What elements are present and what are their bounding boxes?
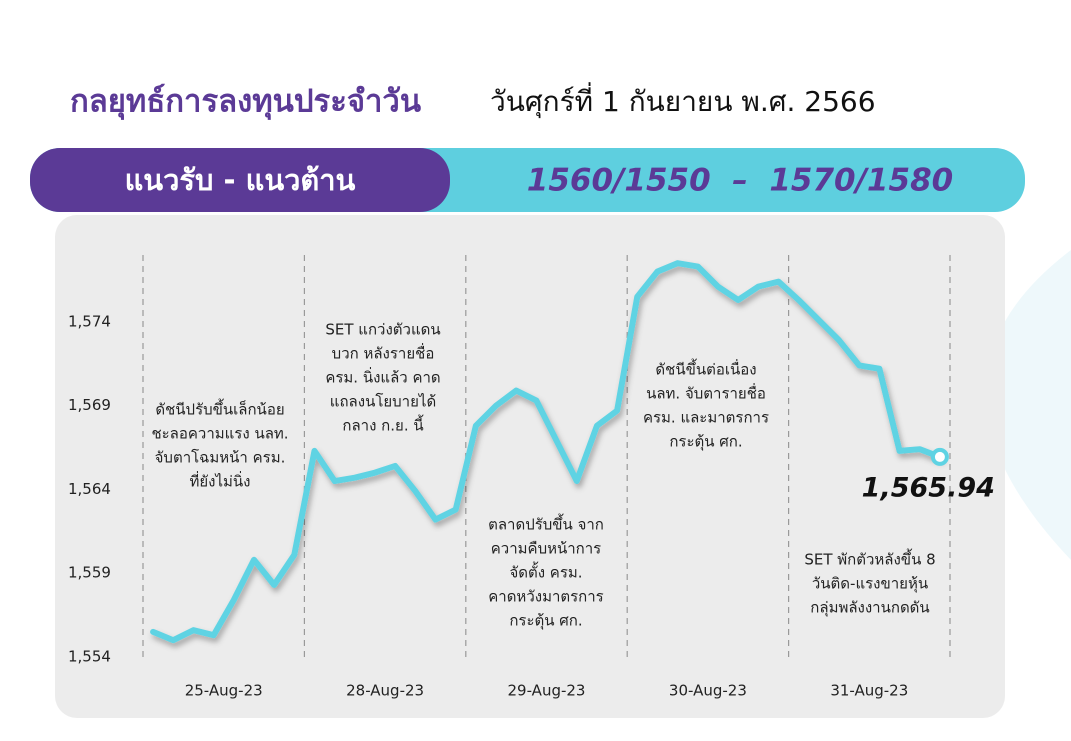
x-tick-label: 31-Aug-23 — [830, 682, 908, 700]
end-point — [930, 447, 949, 466]
annotation: ชะลอความแรง นลท. — [151, 425, 288, 443]
annotation: ความคืบหน้าการ — [491, 540, 601, 558]
decor — [985, 250, 1071, 560]
date: วันศุกร์ที่ 1 กันยายน พ.ศ. 2566 — [490, 82, 876, 119]
y-tick-label: 1,569 — [68, 396, 111, 414]
annotation: ดัชนีขึ้นต่อเนื่อง — [655, 359, 756, 379]
annotation: จับตาโฉมหน้า ครม. — [155, 449, 286, 467]
annotation: ตลาดปรับขึ้น จาก — [488, 514, 604, 534]
annotation: นลท. จับตารายชื่อ — [646, 383, 766, 403]
y-tick-label: 1,559 — [68, 564, 111, 582]
annotation: บวก หลังรายชื่อ — [332, 343, 435, 363]
annotation: ดัชนีปรับขึ้นเล็กน้อย — [155, 399, 284, 419]
series-line — [150, 260, 943, 644]
value-label: 1,565.94 — [862, 472, 995, 503]
annotation: คาดหวังมาตรการ — [488, 588, 604, 606]
annotation: SET แกว่งตัวแดน — [325, 321, 440, 339]
banner-label: แนวรับ - แนวต้าน — [125, 163, 356, 197]
banner-label-bg — [30, 148, 450, 212]
annotation: กลุ่มพลังงานกดดัน — [810, 599, 929, 618]
banner-levels: 1560/1550 – 1570/1580 — [527, 163, 953, 199]
y-tick-label: 1,574 — [68, 312, 111, 330]
annotation: ที่ยังไม่นิ่ง — [189, 471, 250, 491]
annotation: กระตุ้น ศก. — [509, 612, 582, 631]
annotation: แถลงนโยบายได้ — [330, 393, 436, 411]
y-tick-label: 1,564 — [68, 480, 111, 498]
annotation: กระตุ้น ศก. — [669, 433, 742, 452]
annotation: SET พักตัวหลังขึ้น 8 — [804, 549, 935, 569]
x-tick-label: 28-Aug-23 — [346, 682, 424, 700]
title: กลยุทธ์การลงทุนประจำวัน — [70, 84, 421, 121]
annotation: ครม. และมาตรการ — [643, 409, 769, 427]
annotation: กลาง ก.ย. นี้ — [342, 415, 424, 435]
annotation: วันติด-แรงขายหุ้น — [812, 575, 928, 594]
x-tick-label: 29-Aug-23 — [508, 682, 586, 700]
x-tick-label: 30-Aug-23 — [669, 682, 747, 700]
annotation: จัดตั้ง ครม. — [509, 562, 582, 582]
x-tick-label: 25-Aug-23 — [185, 682, 263, 700]
plot-panel — [55, 215, 1005, 718]
annotation: ครม. นิ่งแล้ว คาด — [325, 367, 440, 387]
y-tick-label: 1,554 — [68, 648, 111, 666]
